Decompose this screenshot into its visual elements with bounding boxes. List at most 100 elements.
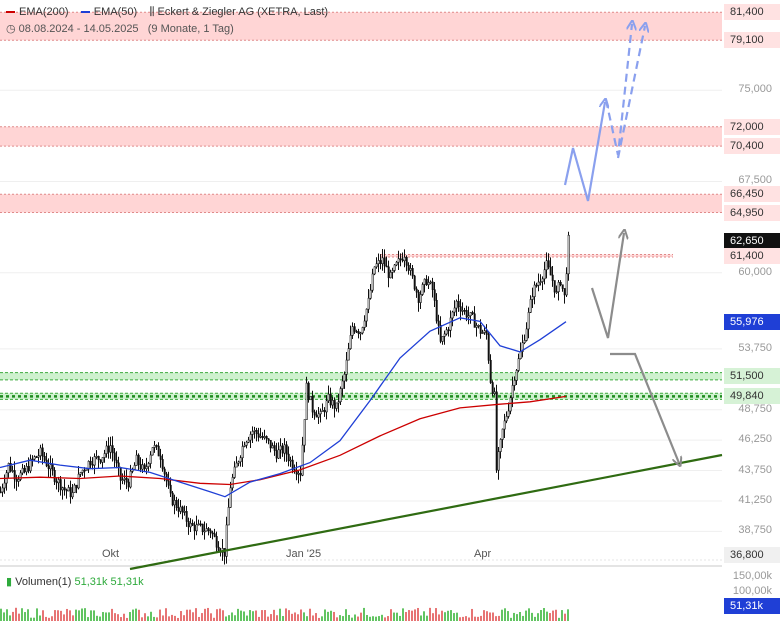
volume-bar — [345, 609, 347, 621]
volume-bar — [528, 608, 530, 621]
price-candle — [101, 457, 104, 463]
volume-bar — [474, 616, 476, 621]
price-candle — [395, 261, 398, 266]
price-candle — [335, 402, 338, 409]
pullback-arrow — [590, 233, 624, 339]
volume-bar — [414, 609, 416, 621]
clock-icon: ◷ — [6, 22, 16, 35]
price-candle — [341, 380, 344, 389]
volume-bar — [144, 613, 146, 621]
volume-bar — [552, 610, 554, 621]
price-candle — [275, 450, 278, 459]
volume-bar — [0, 608, 2, 621]
price-candle — [479, 325, 482, 334]
price-candle — [0, 491, 2, 494]
volume-bar — [402, 608, 404, 621]
price-candle — [443, 333, 446, 337]
price-candle — [113, 452, 116, 461]
volume-bar — [294, 612, 296, 621]
volume-bar — [156, 617, 158, 621]
price-candle — [255, 430, 258, 435]
volume-bar — [549, 613, 551, 621]
volume-bar — [534, 616, 536, 621]
price-badge-resistance: 66,450 — [724, 186, 780, 203]
period-label: (9 Monate, 1 Tag) — [147, 23, 234, 35]
volume-bar — [39, 615, 41, 621]
volume-bar — [96, 615, 98, 621]
price-candle — [433, 289, 436, 301]
price-candle — [187, 521, 190, 528]
price-candle — [27, 466, 30, 472]
price-candle — [413, 275, 416, 290]
volume-bar — [324, 609, 326, 621]
price-candle — [375, 263, 378, 268]
volume-bar — [501, 609, 503, 621]
legend-ema200[interactable]: EMA(200) — [6, 6, 69, 18]
volume-bar — [408, 610, 410, 621]
price-candle — [21, 467, 24, 474]
instrument-title: Eckert & Ziegler AG (XETRA, Last) — [157, 6, 329, 18]
price-candle — [551, 274, 554, 281]
volume-bar — [78, 610, 80, 621]
volume-bar — [159, 609, 161, 621]
price-candle — [139, 464, 142, 470]
price-candle — [257, 433, 260, 438]
price-candle — [337, 401, 340, 404]
price-candle — [7, 463, 10, 474]
price-candle — [1, 487, 4, 493]
price-badge-resistance: 70,400 — [724, 138, 780, 155]
volume-bar — [252, 611, 254, 621]
price-candle — [191, 522, 194, 526]
volume-bar — [438, 614, 440, 621]
volume-bar — [249, 610, 251, 621]
price-candle — [283, 444, 286, 454]
legend-ema50[interactable]: EMA(50) — [80, 6, 137, 18]
price-candle — [189, 522, 192, 528]
volume-bar — [69, 610, 71, 621]
price-candle — [241, 446, 244, 459]
y-tick-label: 53,750 — [738, 341, 772, 354]
volume-bar — [411, 610, 413, 621]
price-candle — [83, 469, 86, 472]
price-candle — [271, 445, 274, 449]
price-candle — [209, 530, 212, 534]
price-candle — [143, 464, 146, 470]
volume-bar — [93, 610, 95, 621]
volume-bar — [204, 608, 206, 621]
volume-bar — [42, 610, 44, 621]
price-badge-resistance: 72,000 — [724, 118, 780, 135]
price-candle — [223, 548, 226, 557]
volume-bar — [459, 617, 461, 621]
volume-bar — [174, 615, 176, 621]
price-candle — [135, 454, 138, 466]
volume-bar — [561, 610, 563, 621]
price-candle — [401, 259, 404, 262]
price-candle — [119, 467, 122, 481]
volume-bar — [471, 608, 473, 621]
price-candle — [487, 334, 490, 361]
price-candle — [91, 464, 94, 466]
price-candle — [383, 257, 386, 267]
price-candle — [445, 329, 448, 335]
volume-bar — [90, 610, 92, 621]
volume-bar — [246, 615, 248, 621]
price-candle — [251, 431, 254, 435]
volume-bar — [486, 611, 488, 621]
volume-bar — [300, 609, 302, 621]
date-range: 08.08.2024 - 14.05.2025 — [18, 23, 139, 35]
price-candle — [197, 523, 200, 526]
price-candle — [153, 445, 156, 448]
volume-bar — [201, 613, 203, 621]
volume-bar — [447, 610, 449, 621]
price-candle — [407, 264, 410, 271]
volume-bar — [537, 613, 539, 621]
volume-bar — [207, 607, 209, 621]
volume-bar — [462, 616, 464, 621]
price-candle — [427, 282, 430, 286]
price-candle — [355, 331, 358, 333]
price-candle — [549, 266, 552, 276]
volume-bar — [117, 614, 119, 621]
volume-bar — [9, 615, 11, 621]
price-candle — [77, 473, 80, 489]
price-candle — [367, 297, 370, 310]
